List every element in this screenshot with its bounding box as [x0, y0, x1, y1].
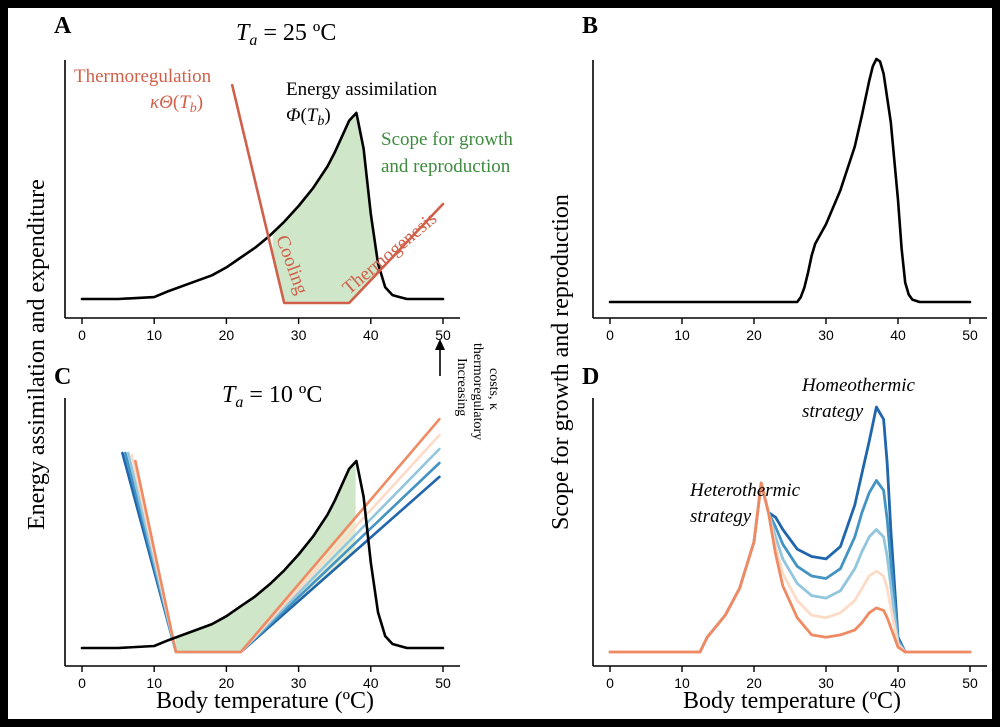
thermoregulation-label: Thermoregulation: [74, 66, 212, 87]
x-axis-d: 0 10 20 30 40 50: [592, 398, 987, 691]
x-tick-label-b-50: 50: [962, 327, 978, 343]
x-tick-label-c-10: 10: [146, 675, 162, 691]
panel-letter-d: D: [582, 364, 599, 390]
x-tick-label-b-40: 40: [890, 327, 906, 343]
homeothermic-label-line1: Homeothermic: [801, 375, 915, 396]
panel-c: C Ta = 10 ºC 0 10 20 30 40 50 Increasing ther…: [54, 339, 501, 691]
y-axis-label-left: Energy assimilation and expenditure: [24, 179, 50, 530]
panel-d: D 0 10 20 30 40 50 Heterothermic strategy Hom…: [582, 364, 987, 691]
thermoregulation-curves-c: [121, 417, 441, 654]
x-axis-c: 0 10 20 30 40 50: [64, 398, 460, 691]
x-tick-label-d-30: 30: [818, 675, 834, 691]
panel-a: A Ta = 25 ºC 0 10 20 30 40 50 Thermoregulatio…: [54, 13, 513, 343]
figure-background: [8, 8, 992, 719]
x-axis-label-left: Body temperature (ºC): [156, 688, 374, 714]
x-tick-label-a-40: 40: [363, 327, 379, 343]
scope-label-line2: and reproduction: [381, 156, 511, 177]
x-tick-label-c-20: 20: [219, 675, 235, 691]
x-tick-label-a-30: 30: [291, 327, 307, 343]
x-tick-label-c-0: 0: [78, 675, 86, 691]
x-axis-a: 0 10 20 30 40 50: [64, 60, 460, 343]
x-tick-label-b-30: 30: [818, 327, 834, 343]
panel-letter-c: C: [54, 364, 71, 390]
panel-a-title: Ta = 25 ºC: [236, 20, 336, 49]
panel-letter-b: B: [582, 13, 598, 39]
x-tick-label-a-20: 20: [219, 327, 235, 343]
thermoregulation-formula: κΘ(Tb): [150, 92, 203, 116]
energy-assimilation-label: Energy assimilation: [286, 79, 438, 100]
thermoregulation-line-c-5: [134, 417, 441, 654]
x-tick-label-d-20: 20: [746, 675, 762, 691]
thermoregulation-curve-a: [230, 83, 445, 305]
kappa-label-line1: Increasing: [454, 358, 469, 416]
scope-label-line1: Scope for growth: [381, 129, 513, 150]
x-tick-label-d-10: 10: [674, 675, 690, 691]
scope-curve-b: [608, 57, 972, 304]
x-axis-b: 0 10 20 30 40 50: [592, 60, 987, 343]
homeothermic-label-line2: strategy: [802, 401, 864, 422]
x-tick-label-d-40: 40: [890, 675, 906, 691]
energy-assimilation-curve-a: [80, 111, 445, 301]
kappa-label-line2: thermoregulatory: [470, 343, 485, 440]
x-tick-label-b-20: 20: [746, 327, 762, 343]
x-tick-label-b-10: 10: [674, 327, 690, 343]
x-tick-label-a-50: 50: [435, 327, 451, 343]
scope-line-d-1: [608, 481, 972, 654]
kappa-arrow-icon: [435, 339, 445, 350]
heterothermic-label-line2: strategy: [690, 506, 752, 527]
panel-c-title: Ta = 10 ºC: [222, 382, 322, 411]
heterothermic-label-line1: Heterothermic: [689, 480, 801, 501]
x-tick-label-c-40: 40: [363, 675, 379, 691]
x-tick-label-a-0: 0: [78, 327, 86, 343]
scope-area-a: [272, 112, 379, 304]
x-tick-label-b-0: 0: [606, 327, 614, 343]
x-axis-label-right: Body temperature (ºC): [683, 688, 901, 714]
energy-assimilation-curve-c: [80, 459, 445, 650]
x-tick-label-d-50: 50: [962, 675, 978, 691]
panel-b: B 0 10 20 30 40 50: [582, 13, 987, 343]
x-tick-label-a-10: 10: [146, 327, 162, 343]
panel-letter-a: A: [54, 13, 72, 39]
x-tick-label-c-30: 30: [291, 675, 307, 691]
y-axis-label-right: Scope for growth and reproduction: [548, 194, 574, 530]
kappa-label-line3: costs, κ: [486, 368, 501, 410]
energy-assimilation-formula: Φ(Tb): [286, 105, 331, 129]
scope-area-c-base: [175, 461, 356, 652]
x-tick-label-d-0: 0: [606, 675, 614, 691]
scope-curves-d: [608, 405, 972, 654]
x-tick-label-c-50: 50: [435, 675, 451, 691]
